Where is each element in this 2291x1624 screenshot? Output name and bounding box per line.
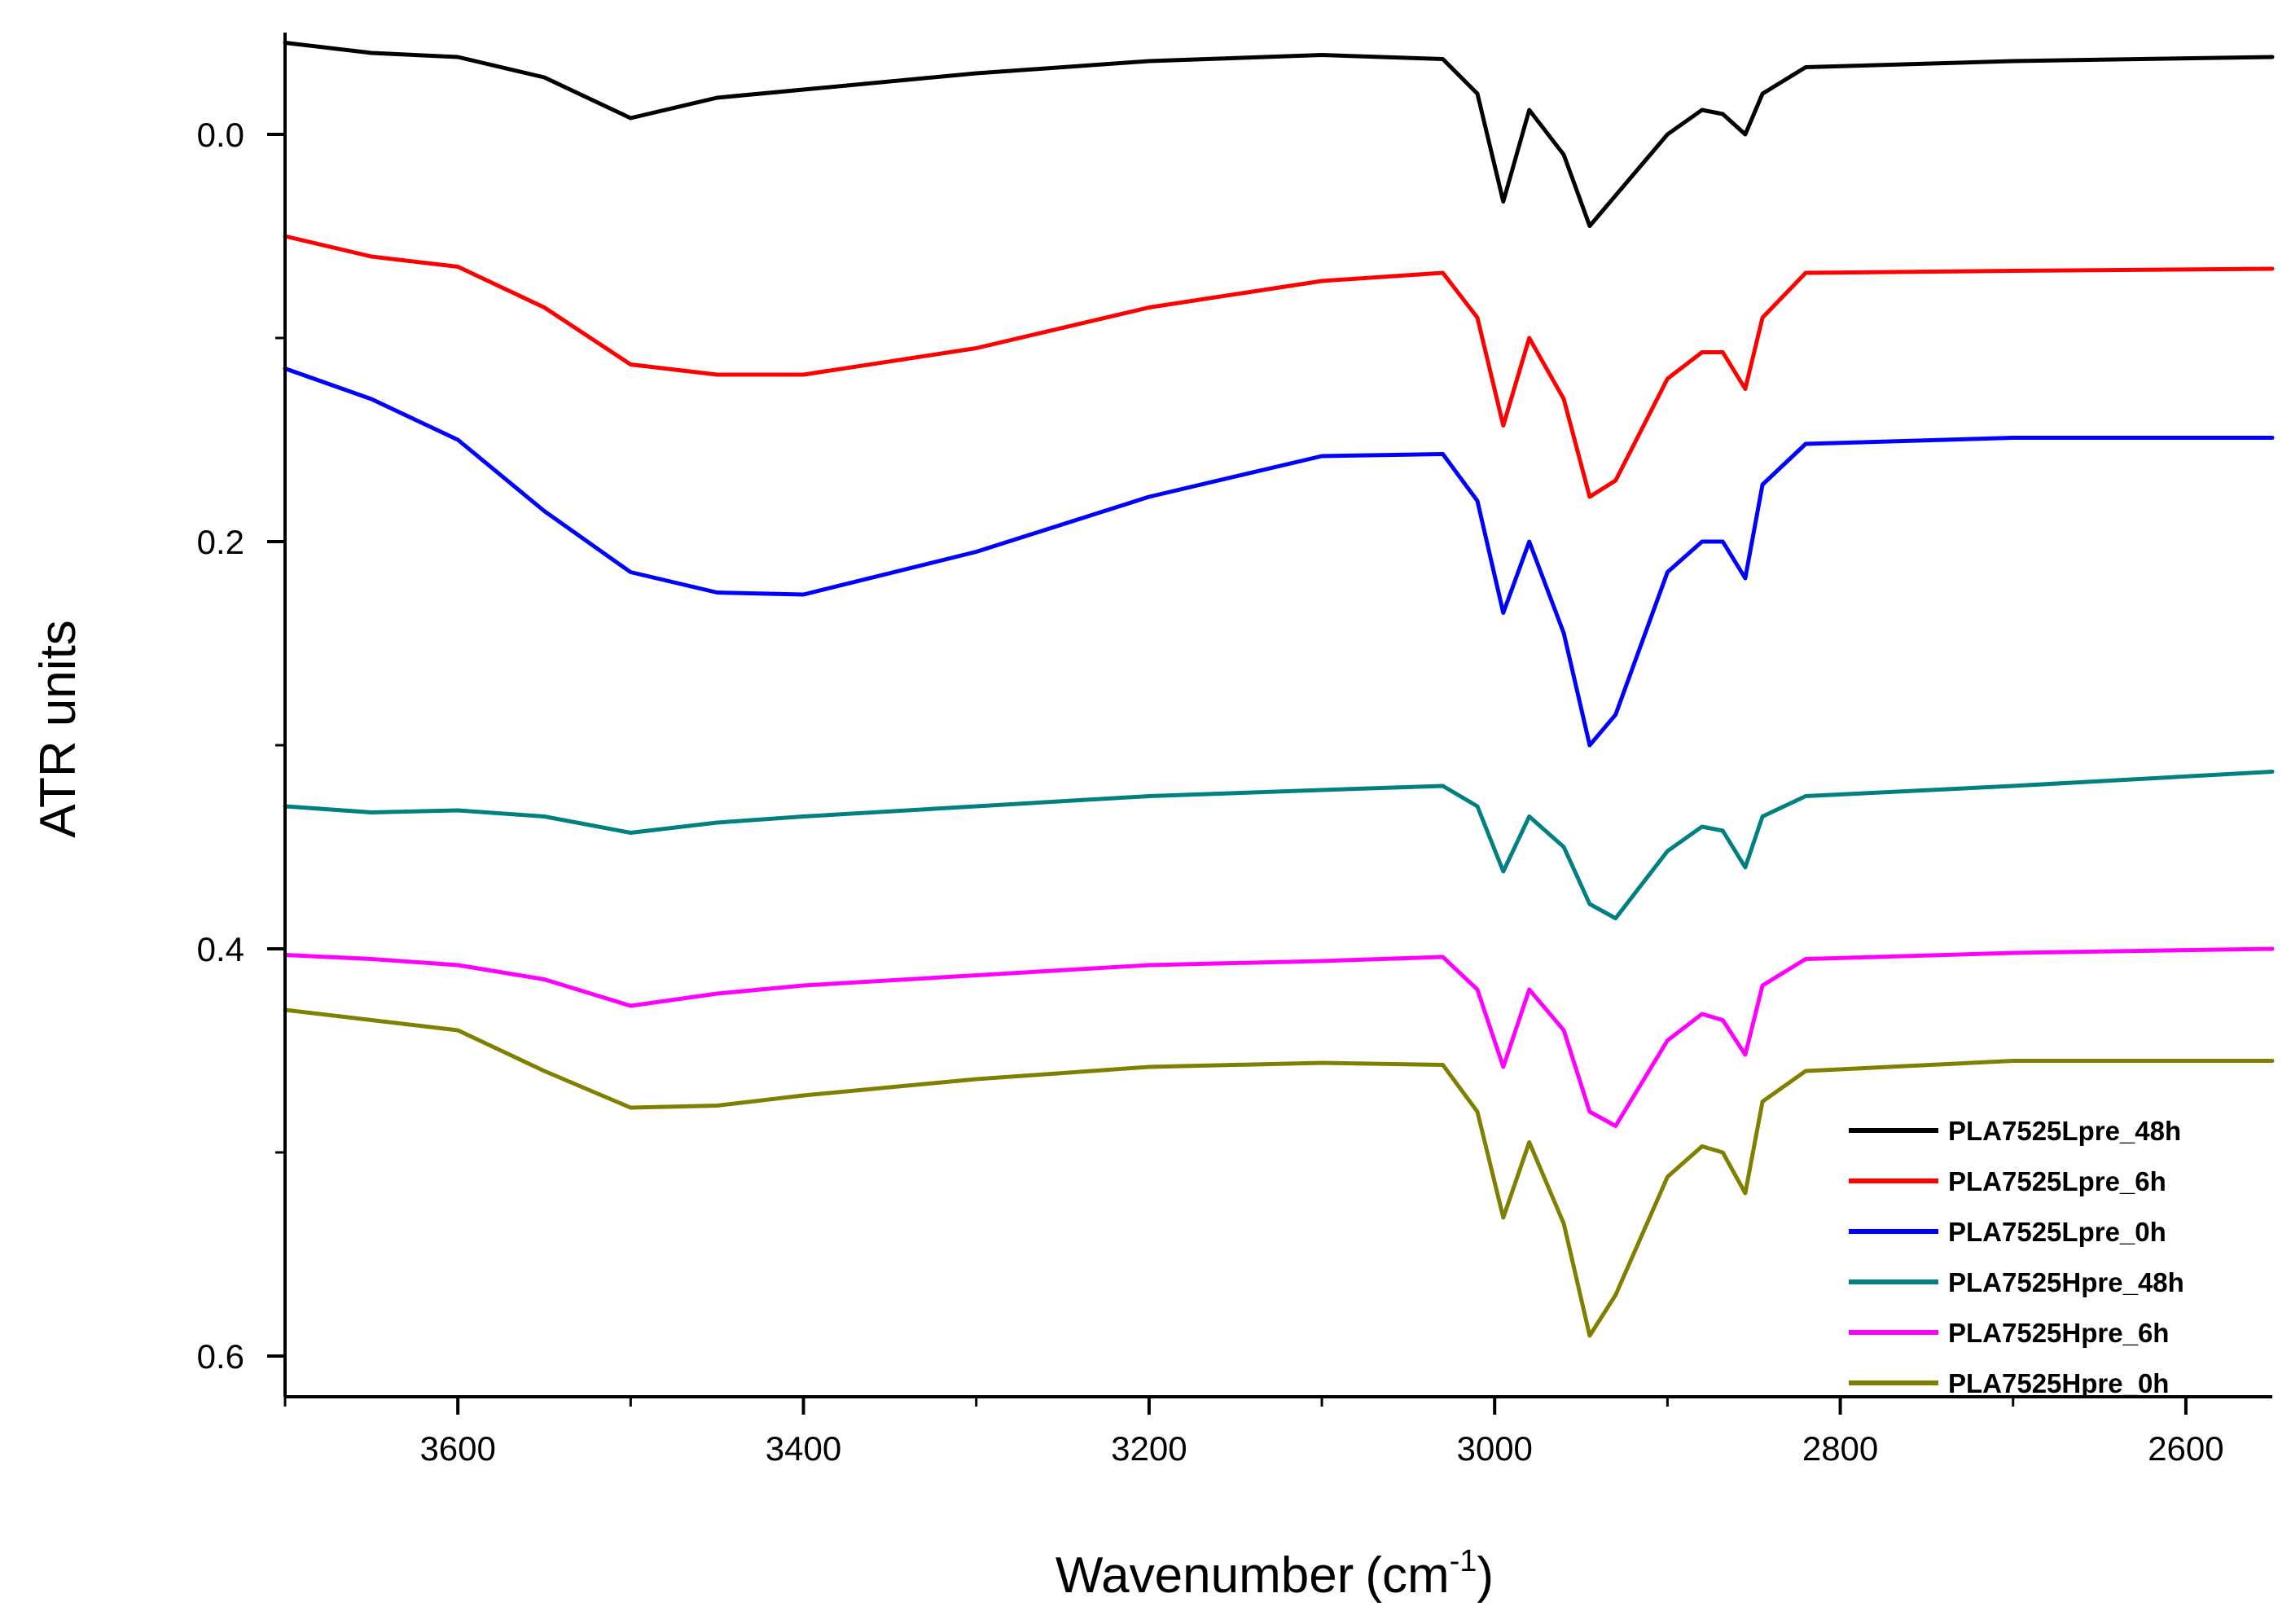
x-axis-title-text: Wavenumber [1056, 1547, 1354, 1604]
series-line-pla7525hpre-48h [283, 770, 2275, 920]
legend-label-pla7525lpre-0h: PLA7525Lpre_0h [1948, 1217, 2166, 1247]
x-axis-unit-close: ) [1477, 1547, 1494, 1604]
series-line-pla7525lpre-48h [283, 41, 2275, 228]
x-tick-label: 3000 [1456, 1429, 1532, 1468]
legend-label-pla7525lpre-6h: PLA7525Lpre_6h [1948, 1166, 2166, 1196]
x-tick-label: 2800 [1802, 1429, 1878, 1468]
x-axis-unit-base: (cm [1365, 1547, 1449, 1604]
legend-label-pla7525hpre-6h: PLA7525Hpre_6h [1948, 1318, 2169, 1348]
legend-label-pla7525lpre-48h: PLA7525Lpre_48h [1948, 1116, 2181, 1146]
series-line-pla7525hpre-0h [283, 1007, 2275, 1338]
y-tick-label: 0.2 [197, 523, 244, 561]
plot-lines [283, 41, 2275, 1338]
y-tick-label: 0.4 [197, 930, 244, 968]
x-tick-label: 3600 [419, 1429, 495, 1468]
y-axis-title: ATR units [30, 620, 86, 838]
series-line-pla7525lpre-6h [283, 234, 2275, 499]
axes: 3600 3400 3200 3000 2800 2600 0.0 0.2 0.4 0.6 [197, 33, 2272, 1468]
x-axis-title: Wavenumber (cm-1) [1056, 1544, 1494, 1604]
y-tick-label: 0.6 [197, 1337, 244, 1376]
series-line-pla7525lpre-0h [283, 366, 2275, 748]
series-line-pla7525hpre-6h [283, 946, 2275, 1128]
legend-label-pla7525hpre-48h: PLA7525Hpre_48h [1948, 1267, 2184, 1297]
legend: PLA7525Lpre_48h PLA7525Lpre_6h PLA7525Lpre… [1849, 1116, 2184, 1398]
x-tick-label: 2600 [2148, 1429, 2223, 1468]
x-tick-label: 3400 [766, 1429, 841, 1468]
x-tick-label: 3200 [1111, 1429, 1187, 1468]
x-axis-unit-exponent: -1 [1450, 1544, 1477, 1578]
y-tick-label: 0.0 [197, 116, 244, 154]
legend-label-pla7525hpre-0h: PLA7525Hpre_0h [1948, 1368, 2169, 1398]
